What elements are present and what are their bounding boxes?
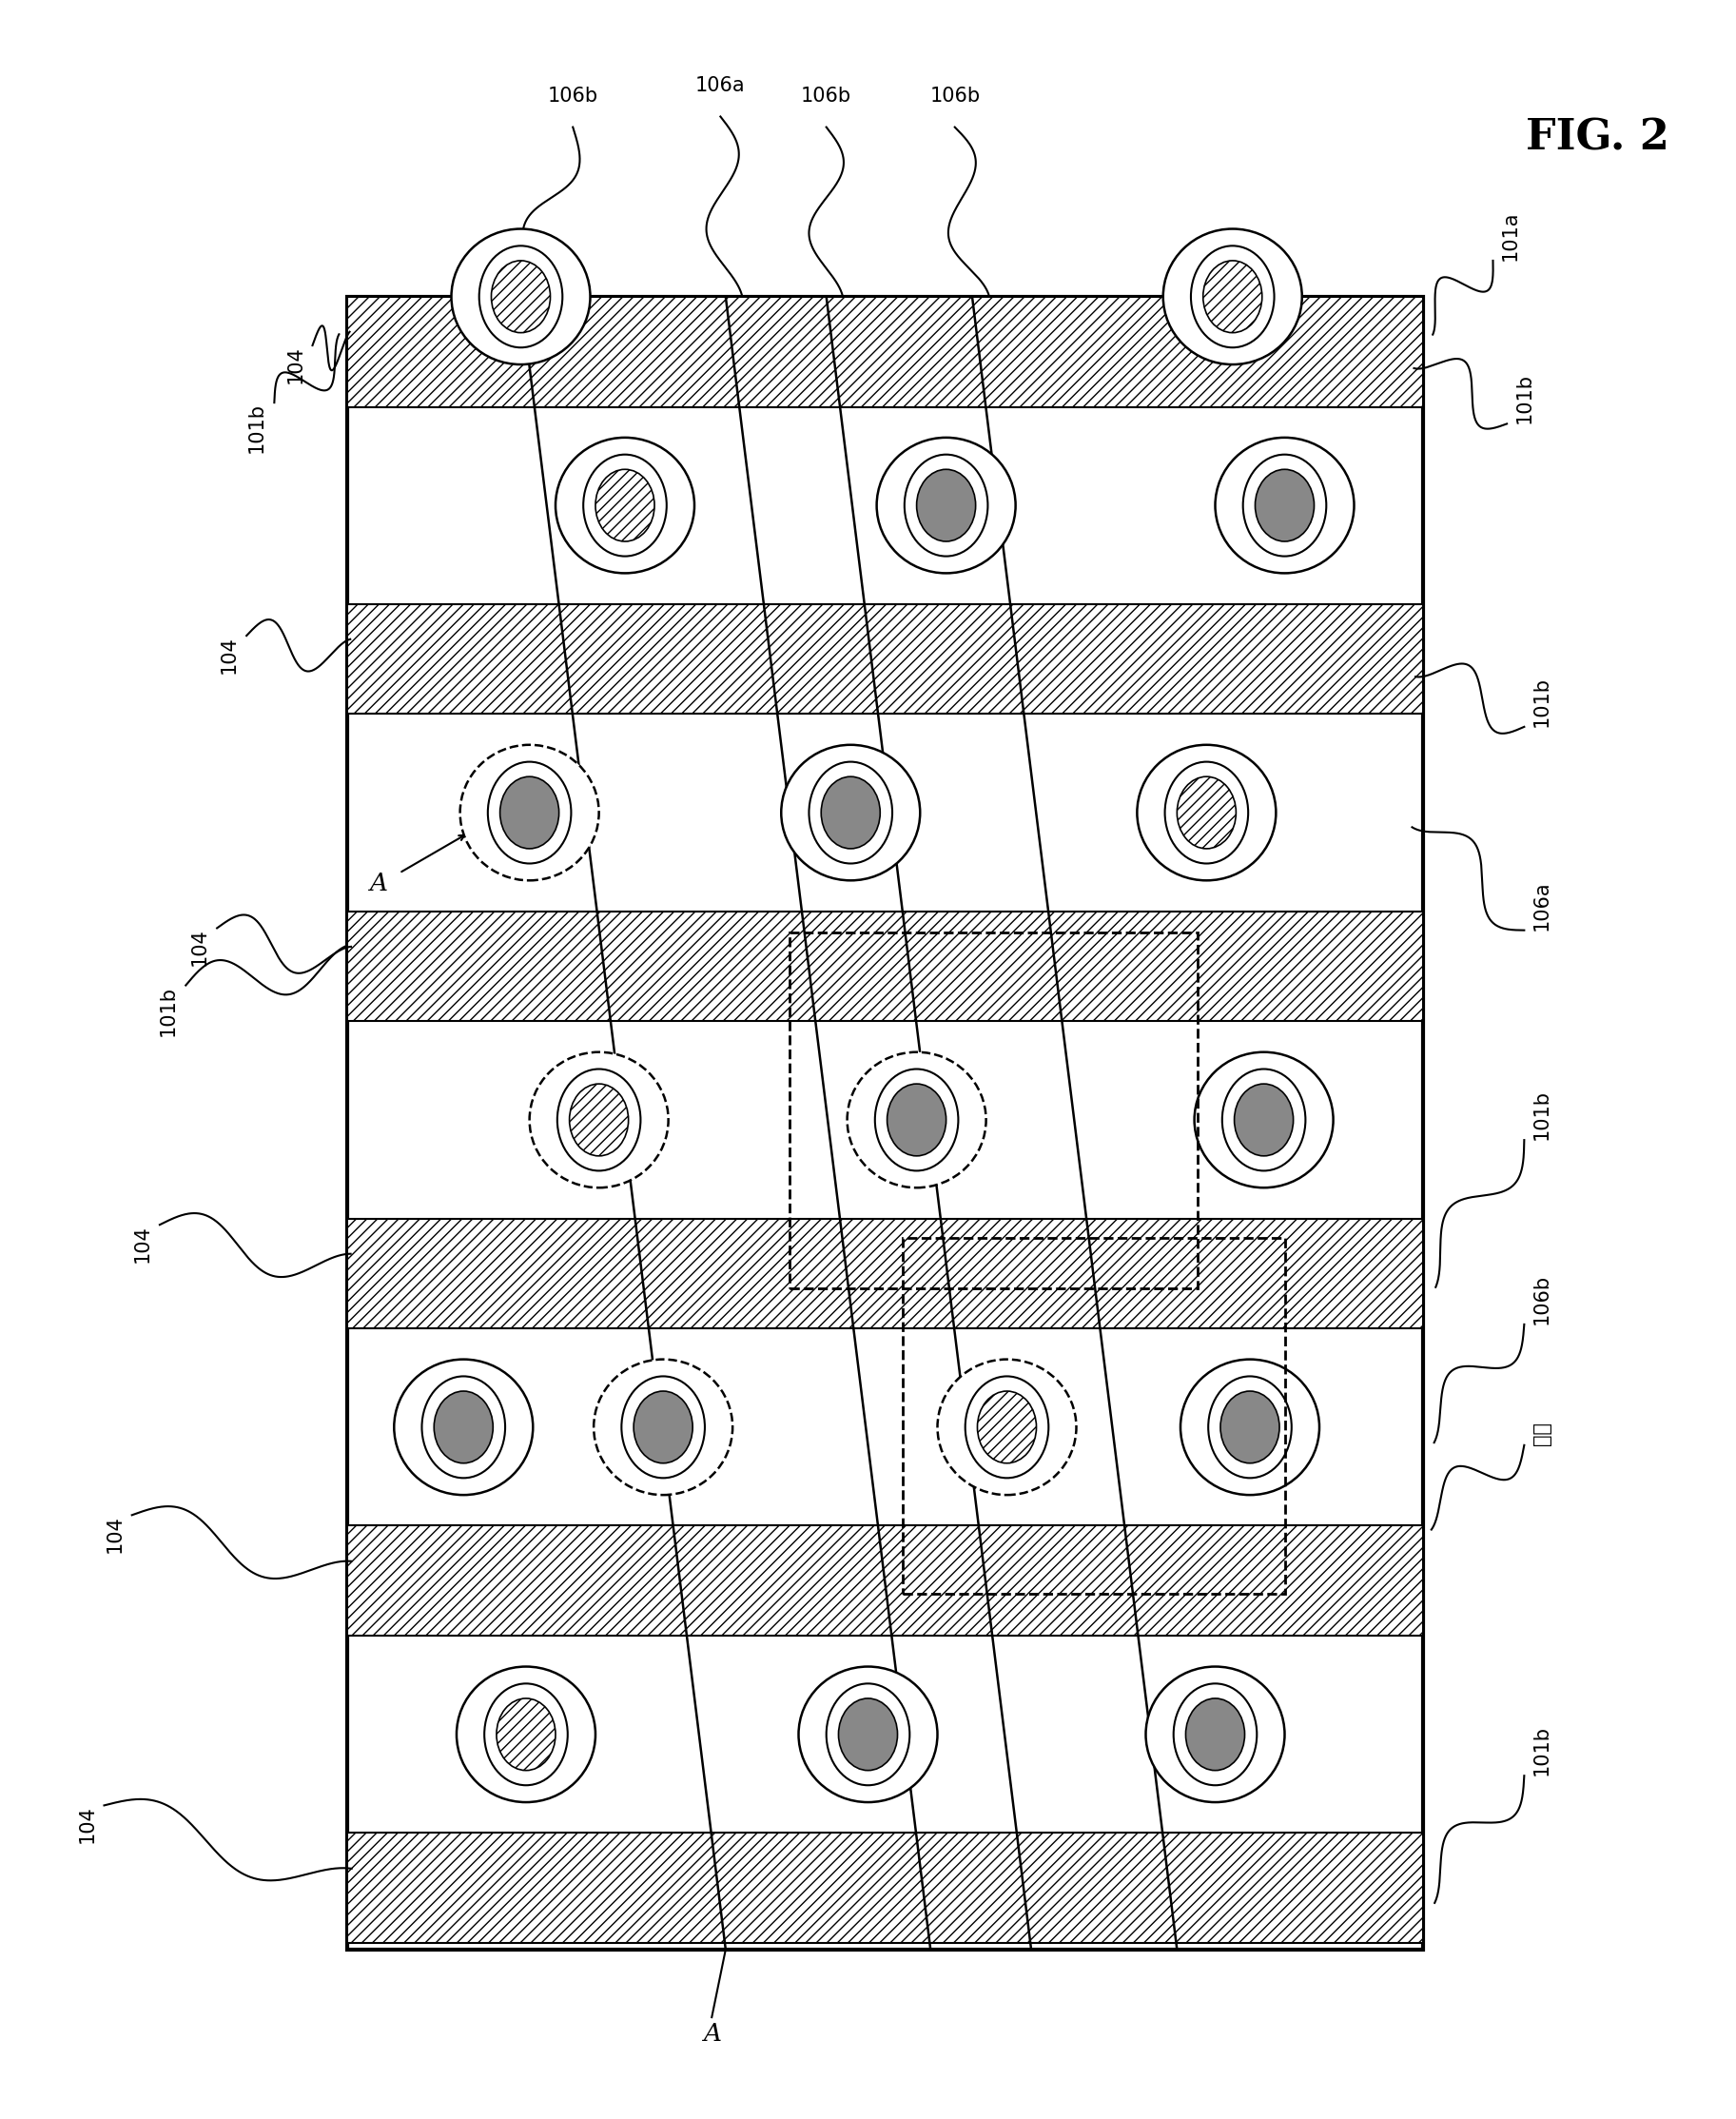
Bar	[347, 1526, 1424, 1636]
Text: セル: セル	[1533, 1422, 1550, 1445]
Ellipse shape	[1180, 1360, 1319, 1496]
Bar	[347, 911, 1424, 1021]
Ellipse shape	[847, 1053, 986, 1187]
Circle shape	[422, 1377, 505, 1479]
Circle shape	[1255, 470, 1314, 540]
Ellipse shape	[1137, 746, 1276, 882]
Circle shape	[434, 1392, 493, 1464]
Circle shape	[569, 1085, 628, 1157]
Ellipse shape	[937, 1360, 1076, 1496]
Circle shape	[1177, 778, 1236, 848]
Circle shape	[1165, 761, 1248, 865]
Text: 106a: 106a	[1533, 879, 1550, 930]
Circle shape	[1243, 456, 1326, 557]
Ellipse shape	[1163, 229, 1302, 364]
Bar	[347, 604, 1424, 714]
Text: 106b: 106b	[1533, 1274, 1550, 1324]
Circle shape	[875, 1068, 958, 1170]
Ellipse shape	[460, 746, 599, 882]
Circle shape	[1191, 246, 1274, 348]
Text: 101b: 101b	[248, 403, 266, 453]
Text: A: A	[370, 871, 387, 896]
Bar	[790, 932, 1198, 1288]
Text: 106b: 106b	[800, 87, 852, 106]
Circle shape	[1208, 1377, 1292, 1479]
Text: 106a: 106a	[696, 76, 745, 95]
Circle shape	[977, 1392, 1036, 1464]
Text: 101b: 101b	[160, 985, 177, 1036]
Circle shape	[826, 1682, 910, 1784]
Circle shape	[496, 1699, 556, 1771]
Circle shape	[904, 456, 988, 557]
Circle shape	[821, 778, 880, 848]
Ellipse shape	[1146, 1666, 1285, 1801]
Circle shape	[1203, 261, 1262, 333]
Text: A: A	[703, 2022, 720, 2047]
Circle shape	[965, 1377, 1049, 1479]
Ellipse shape	[594, 1360, 733, 1496]
Text: 101a: 101a	[1502, 210, 1519, 261]
Circle shape	[479, 246, 562, 348]
Circle shape	[1186, 1699, 1245, 1771]
Bar	[347, 297, 1424, 407]
Circle shape	[1220, 1392, 1279, 1464]
Bar	[347, 1218, 1424, 1329]
Ellipse shape	[799, 1666, 937, 1801]
Circle shape	[809, 761, 892, 865]
Text: 101b: 101b	[1533, 1725, 1550, 1776]
Ellipse shape	[457, 1666, 595, 1801]
Ellipse shape	[394, 1360, 533, 1496]
Circle shape	[838, 1699, 898, 1771]
Circle shape	[595, 470, 654, 540]
Circle shape	[557, 1068, 641, 1170]
Ellipse shape	[451, 229, 590, 364]
Text: 104: 104	[78, 1805, 95, 1844]
Circle shape	[1222, 1068, 1305, 1170]
Ellipse shape	[1194, 1053, 1333, 1187]
Text: 106b: 106b	[547, 87, 599, 106]
Circle shape	[488, 761, 571, 865]
Circle shape	[917, 470, 976, 540]
Text: 104: 104	[220, 636, 238, 674]
Ellipse shape	[877, 439, 1016, 574]
Text: 101b: 101b	[1533, 1089, 1550, 1140]
Ellipse shape	[1215, 439, 1354, 574]
Bar	[903, 1237, 1285, 1593]
Text: 101b: 101b	[1516, 373, 1533, 424]
Circle shape	[634, 1392, 693, 1464]
Bar	[347, 1833, 1424, 1943]
Circle shape	[484, 1682, 568, 1784]
Text: 104: 104	[106, 1515, 123, 1553]
Circle shape	[1174, 1682, 1257, 1784]
Circle shape	[500, 778, 559, 848]
Text: FIG. 2: FIG. 2	[1526, 117, 1668, 159]
Text: 104: 104	[191, 928, 208, 966]
Text: 106b: 106b	[929, 87, 981, 106]
Ellipse shape	[781, 746, 920, 882]
Ellipse shape	[556, 439, 694, 574]
Circle shape	[491, 261, 550, 333]
Text: 104: 104	[286, 345, 304, 384]
Circle shape	[887, 1085, 946, 1157]
Ellipse shape	[529, 1053, 668, 1187]
Circle shape	[583, 456, 667, 557]
Text: 104: 104	[134, 1225, 151, 1263]
Circle shape	[621, 1377, 705, 1479]
Circle shape	[1234, 1085, 1293, 1157]
Text: 101b: 101b	[1533, 676, 1550, 727]
Bar	[347, 297, 1424, 1949]
